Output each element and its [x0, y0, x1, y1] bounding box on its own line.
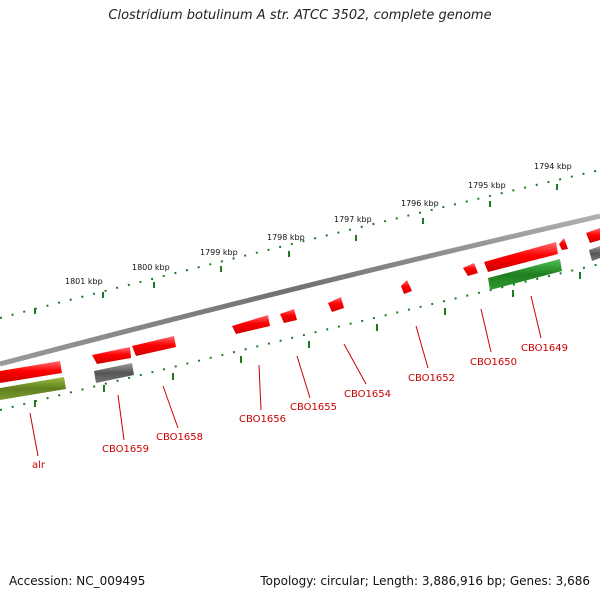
- gene-edge-gray[interactable]: [589, 246, 600, 261]
- gene-label-cbo1659: CBO1659: [102, 444, 149, 455]
- gene-cbo1655[interactable]: [280, 309, 297, 323]
- kbp-label-1794: 1794 kbp: [534, 162, 572, 171]
- kbp-label-1796: 1796 kbp: [401, 199, 439, 208]
- gene-label-cbo1658: CBO1658: [156, 432, 203, 443]
- kbp-label-1795: 1795 kbp: [468, 181, 506, 190]
- gene-small-1[interactable]: [559, 238, 568, 250]
- gene-cbo1659-dark[interactable]: [94, 363, 134, 383]
- genome-title: Clostridium botulinum A str. ATCC 3502, …: [108, 8, 492, 23]
- label-leaders: [29, 295, 542, 457]
- gene-cbo1649-green[interactable]: [488, 259, 562, 290]
- kbp-label-1799: 1799 kbp: [200, 248, 238, 257]
- outer-tick-track: [0, 169, 600, 319]
- inner-major-ticks: [34, 272, 581, 407]
- kbp-label-1798: 1798 kbp: [267, 233, 305, 242]
- gene-cbo1649[interactable]: [484, 242, 558, 272]
- gene-cbo1650[interactable]: [463, 263, 478, 276]
- gene-label-cbo1655: CBO1655: [290, 402, 337, 413]
- kbp-label-1800: 1800 kbp: [132, 263, 170, 272]
- gene-edge-red[interactable]: [586, 228, 600, 243]
- gene-cbo1658[interactable]: [132, 336, 176, 356]
- gene-alr[interactable]: [0, 361, 62, 383]
- kbp-label-1797: 1797 kbp: [334, 215, 372, 224]
- accession-text: Accession: NC_009495: [9, 574, 146, 588]
- outer-major-ticks: [34, 184, 558, 314]
- gene-alr-olive[interactable]: [0, 377, 66, 400]
- gene-label-cbo1652: CBO1652: [408, 373, 455, 384]
- topology-text: Topology: circular; Length: 3,886,916 bp…: [260, 574, 590, 588]
- gene-cbo1659[interactable]: [92, 347, 131, 364]
- gene-cbo1654[interactable]: [328, 297, 344, 312]
- genome-backbone: [0, 213, 600, 367]
- gene-label-cbo1654: CBO1654: [344, 389, 391, 400]
- gene-label-cbo1650: CBO1650: [470, 357, 517, 368]
- gene-label-cbo1649: CBO1649: [521, 343, 568, 354]
- gene-label-cbo1656: CBO1656: [239, 414, 286, 425]
- gene-cbo1656[interactable]: [232, 315, 270, 334]
- gene-cbo1652[interactable]: [401, 280, 412, 294]
- gene-label-alr: alr: [32, 460, 46, 471]
- kbp-label-1801: 1801 kbp: [65, 277, 103, 286]
